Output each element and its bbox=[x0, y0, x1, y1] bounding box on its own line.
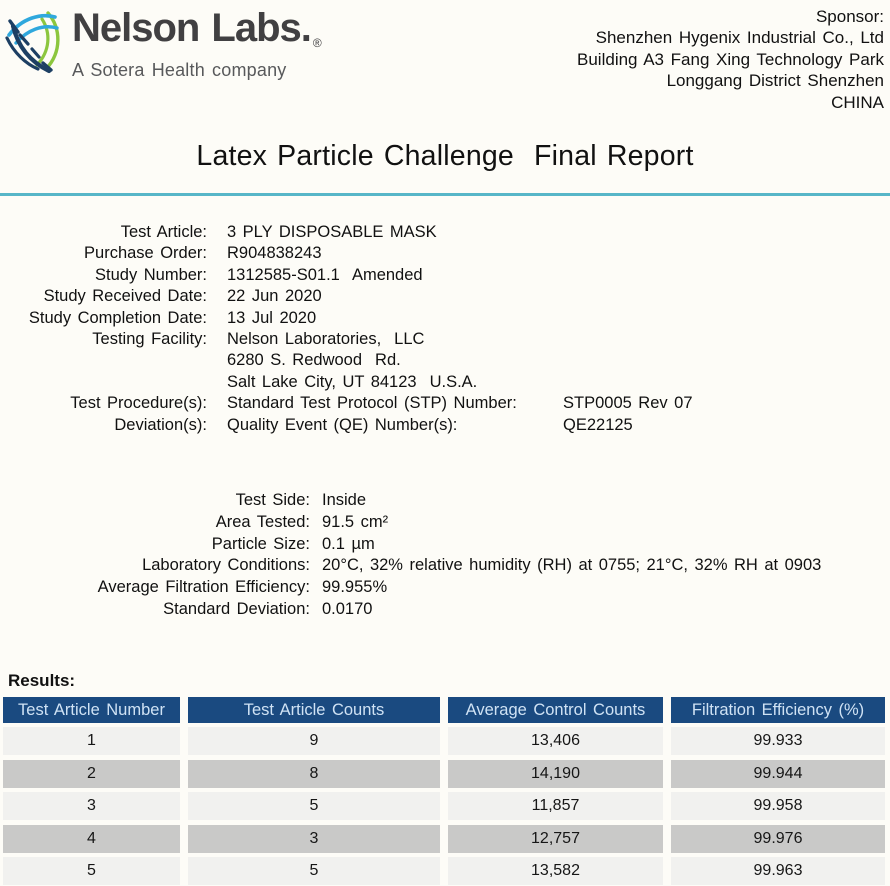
detail-label: Test Article: bbox=[120, 223, 207, 242]
test-parameters: Test Side: Inside Area Tested: 91.5 cm² Part… bbox=[0, 490, 890, 621]
results-cell: 13,582 bbox=[448, 857, 663, 886]
detail-value-text: Standard Test Protocol (STP) Number: bbox=[227, 394, 517, 413]
logo-wordmark-text: Nelson Labs. bbox=[72, 6, 312, 50]
parameter-row: Average Filtration Efficiency: 99.955% bbox=[0, 577, 890, 599]
detail-row: Test Procedure(s): Standard Test Protocol… bbox=[0, 393, 890, 414]
parameter-row: Standard Deviation: 0.0170 bbox=[0, 599, 890, 621]
detail-row: 6280 S. Redwood Rd. bbox=[0, 350, 890, 371]
parameter-row: Laboratory Conditions: 20°C, 32% relative… bbox=[0, 555, 890, 577]
results-section: Results: Test Article Number Test Article… bbox=[0, 671, 890, 886]
logo-wordmark: Nelson Labs. ® bbox=[72, 6, 322, 59]
parameter-label: Area Tested: bbox=[215, 512, 310, 531]
results-cell: 12,757 bbox=[448, 824, 663, 853]
results-header-cell: Test Article Counts bbox=[188, 696, 440, 723]
parameter-value: 91.5 cm² bbox=[322, 512, 389, 531]
detail-label bbox=[0, 372, 207, 393]
detail-row: Salt Lake City, UT 84123 U.S.A. bbox=[0, 372, 890, 393]
parameter-value: 99.955% bbox=[322, 578, 388, 597]
parameter-value: 0.1 µm bbox=[322, 534, 375, 553]
results-cell: 99.958 bbox=[671, 792, 885, 821]
detail-row: Test Article: 3 PLY DISPOSABLE MASK bbox=[0, 222, 890, 243]
detail-row: Study Received Date: 22 Jun 2020 bbox=[0, 286, 890, 307]
detail-label: Study Number: bbox=[95, 265, 207, 284]
sponsor-address-line: Building A3 Fang Xing Technology Park bbox=[577, 49, 884, 69]
results-cell: 5 bbox=[3, 857, 180, 886]
logo-tagline: A Sotera Health company bbox=[72, 60, 287, 80]
detail-value: Quality Event (QE) Number(s): QE22125 bbox=[227, 415, 633, 436]
nelson-labs-logo: Nelson Labs. ® A Sotera Health company bbox=[4, 6, 322, 81]
nelson-labs-globe-icon bbox=[5, 11, 60, 74]
results-cell: 5 bbox=[188, 792, 440, 821]
study-details: Test Article: 3 PLY DISPOSABLE MASK Purcha… bbox=[0, 222, 890, 436]
title-divider bbox=[0, 193, 890, 197]
report-title: Latex Particle Challenge Final Report bbox=[196, 140, 694, 173]
detail-row: Testing Facility: Nelson Laboratories, LL… bbox=[0, 329, 890, 350]
sponsor-block: Sponsor: Shenzhen Hygenix Industrial Co.… bbox=[577, 6, 886, 113]
detail-label: Testing Facility: bbox=[92, 330, 207, 349]
detail-label: Study Completion Date: bbox=[28, 308, 207, 327]
detail-value-secondary: STP0005 Rev 07 bbox=[563, 394, 693, 413]
results-cell: 14,190 bbox=[448, 759, 663, 788]
results-cell: 5 bbox=[188, 857, 440, 886]
detail-value-text: Quality Event (QE) Number(s): bbox=[227, 415, 458, 434]
detail-value: 6280 S. Redwood Rd. bbox=[227, 351, 401, 370]
parameter-label: Laboratory Conditions: bbox=[142, 556, 310, 575]
detail-value: 3 PLY DISPOSABLE MASK bbox=[227, 223, 437, 242]
parameter-value: 20°C, 32% relative humidity (RH) at 0755… bbox=[322, 556, 822, 575]
parameter-label: Standard Deviation: bbox=[163, 600, 310, 619]
detail-value: 22 Jun 2020 bbox=[227, 287, 322, 306]
sponsor-address-line: Longgang District Shenzhen bbox=[666, 71, 884, 91]
sponsor-address-line: Shenzhen Hygenix Industrial Co., Ltd bbox=[595, 28, 884, 48]
detail-value-secondary: QE22125 bbox=[563, 415, 633, 434]
detail-value: R904838243 bbox=[227, 244, 322, 263]
results-cell: 99.976 bbox=[671, 824, 885, 853]
parameter-label: Test Side: bbox=[235, 491, 310, 510]
detail-value: Nelson Laboratories, LLC bbox=[227, 330, 425, 349]
detail-label: Deviation(s): bbox=[114, 415, 207, 434]
detail-value: 1312585-S01.1 Amended bbox=[227, 265, 423, 284]
detail-label: Purchase Order: bbox=[84, 244, 207, 263]
results-cell: 9 bbox=[188, 727, 440, 756]
results-cell: 13,406 bbox=[448, 727, 663, 756]
results-header-cell: Test Article Number bbox=[3, 696, 180, 723]
parameter-row: Area Tested: 91.5 cm² bbox=[0, 512, 890, 534]
sponsor-address: Shenzhen Hygenix Industrial Co., Ltd Buil… bbox=[577, 27, 884, 113]
results-cell: 99.963 bbox=[671, 857, 885, 886]
parameter-label: Particle Size: bbox=[211, 534, 310, 553]
parameter-label: Average Filtration Efficiency: bbox=[97, 578, 310, 597]
detail-row: Study Number: 1312585-S01.1 Amended bbox=[0, 265, 890, 286]
registered-mark: ® bbox=[312, 36, 322, 50]
results-cell: 2 bbox=[3, 759, 180, 788]
detail-value: 13 Jul 2020 bbox=[227, 308, 317, 327]
parameter-value: 0.0170 bbox=[322, 600, 373, 619]
results-header-cell: Average Control Counts bbox=[448, 696, 663, 723]
results-cell: 99.944 bbox=[671, 759, 885, 788]
results-cell: 3 bbox=[3, 792, 180, 821]
parameter-row: Test Side: Inside bbox=[0, 490, 890, 512]
results-table: Test Article Number Test Article Counts Av… bbox=[3, 696, 890, 886]
results-cell: 11,857 bbox=[448, 792, 663, 821]
detail-label: Test Procedure(s): bbox=[70, 394, 207, 413]
results-cell: 4 bbox=[3, 824, 180, 853]
sponsor-label: Sponsor: bbox=[815, 7, 884, 26]
detail-label bbox=[0, 350, 207, 371]
detail-row: Study Completion Date: 13 Jul 2020 bbox=[0, 308, 890, 329]
header: Nelson Labs. ® A Sotera Health company Sp… bbox=[0, 0, 890, 113]
results-cell: 8 bbox=[188, 759, 440, 788]
logo-text: Nelson Labs. ® A Sotera Health company bbox=[72, 6, 322, 81]
detail-row: Deviation(s): Quality Event (QE) Number(s… bbox=[0, 415, 890, 436]
results-cell: 1 bbox=[3, 727, 180, 756]
detail-value: Standard Test Protocol (STP) Number: STP0… bbox=[227, 393, 693, 414]
parameter-value: Inside bbox=[322, 491, 367, 510]
detail-row: Purchase Order: R904838243 bbox=[0, 243, 890, 264]
sponsor-address-line: CHINA bbox=[831, 92, 884, 112]
parameter-row: Particle Size: 0.1 µm bbox=[0, 534, 890, 556]
results-cell: 99.933 bbox=[671, 727, 885, 756]
results-header-cell: Filtration Efficiency (%) bbox=[671, 696, 885, 723]
results-label: Results: bbox=[8, 670, 76, 690]
detail-label: Study Received Date: bbox=[43, 287, 207, 306]
detail-value: Salt Lake City, UT 84123 U.S.A. bbox=[227, 372, 478, 391]
results-cell: 3 bbox=[188, 824, 440, 853]
